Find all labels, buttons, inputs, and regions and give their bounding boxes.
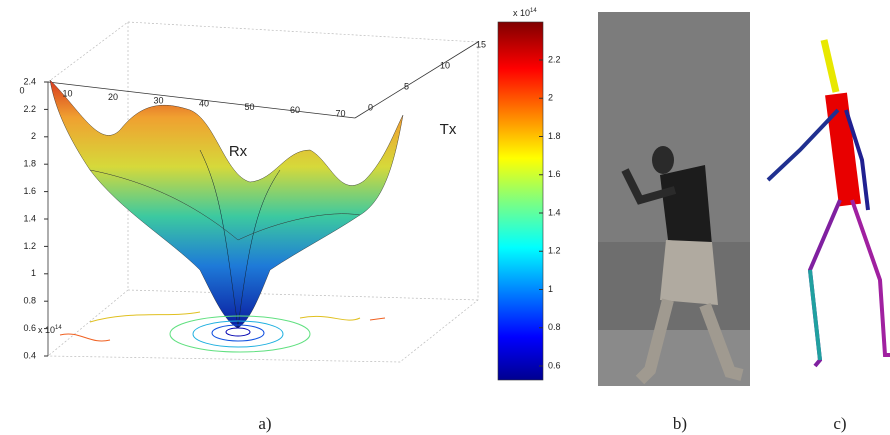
z-tick-label: 1.8: [23, 159, 36, 169]
caption: b): [673, 414, 687, 433]
z-tick-label: 2: [31, 131, 36, 141]
x-tick-label: 0: [19, 85, 24, 95]
colorbar: [497, 21, 544, 381]
colorbar-tick-label: 0.6: [548, 360, 561, 370]
colorbar-multiplier-power: 14: [530, 8, 537, 14]
photo: [598, 12, 750, 386]
y-tick-label: 10: [440, 60, 450, 70]
z-tick-label: 2.4: [23, 76, 36, 86]
x-tick-label: 70: [335, 108, 345, 118]
caption: c): [833, 414, 846, 433]
surface: [49, 79, 404, 353]
x-tick-label: 40: [199, 99, 209, 109]
colorbar-tick-label: 2.2: [548, 54, 561, 64]
z-tick-label: 0.4: [23, 350, 36, 360]
z-multiplier-power: 14: [55, 325, 62, 331]
x-tick-label: 60: [290, 105, 300, 115]
colorbar-tick-label: 1: [548, 284, 553, 294]
x-axis-label: Rx: [229, 143, 248, 160]
x-tick-label: 50: [244, 102, 254, 112]
z-tick-label: 1.2: [23, 241, 36, 251]
colorbar-tick-label: 1.6: [548, 169, 561, 179]
colorbar-multiplier-base: x 10: [513, 8, 530, 18]
x-tick-label: 30: [153, 95, 163, 105]
y-tick-label: 0: [368, 102, 373, 112]
colorbar-tick-label: 0.8: [548, 322, 561, 332]
z-multiplier: x 1014: [38, 325, 62, 336]
stick-figure: [766, 39, 890, 368]
z-tick-label: 0.8: [23, 296, 36, 306]
z-tick-label: 1: [31, 268, 36, 278]
z-multiplier-base: x 10: [38, 325, 55, 335]
x-tick-label: 20: [108, 92, 118, 102]
colorbar-tick-label: 1.4: [548, 207, 561, 217]
y-tick-label: 15: [476, 39, 486, 49]
colorbar-tick-label: 1.2: [548, 246, 561, 256]
colorbar-multiplier: x 1014: [513, 8, 537, 19]
z-tick-label: 1.4: [23, 213, 36, 223]
z-tick-label: 2.2: [23, 104, 36, 114]
z-tick-label: 0.6: [23, 323, 36, 333]
z-tick-label: 1.6: [23, 186, 36, 196]
contours: [59, 311, 386, 353]
y-axis-label: Tx: [440, 121, 457, 138]
colorbar-tick-label: 1.8: [548, 131, 561, 141]
x-tick-label: 10: [62, 89, 72, 99]
y-tick-label: 5: [404, 81, 409, 91]
caption: a): [258, 414, 271, 433]
colorbar-tick-label: 2: [548, 93, 553, 103]
